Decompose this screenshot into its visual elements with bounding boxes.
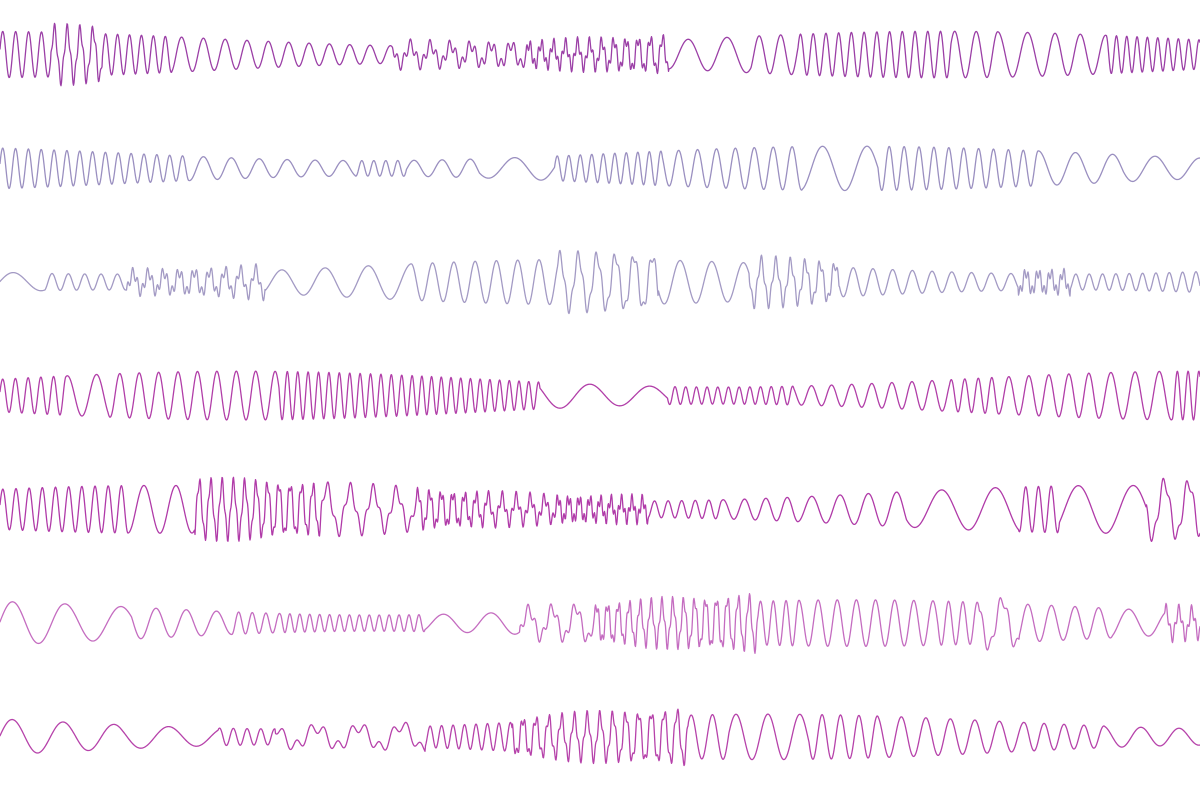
- wave-5: [0, 476, 1200, 542]
- wave-2: [0, 145, 1200, 192]
- wave-6: [0, 593, 1200, 654]
- wave-group: [0, 22, 1200, 767]
- wave-3: [0, 249, 1200, 315]
- wave-7: [0, 708, 1200, 767]
- wave-1: [0, 22, 1200, 87]
- wave-4: [0, 370, 1200, 421]
